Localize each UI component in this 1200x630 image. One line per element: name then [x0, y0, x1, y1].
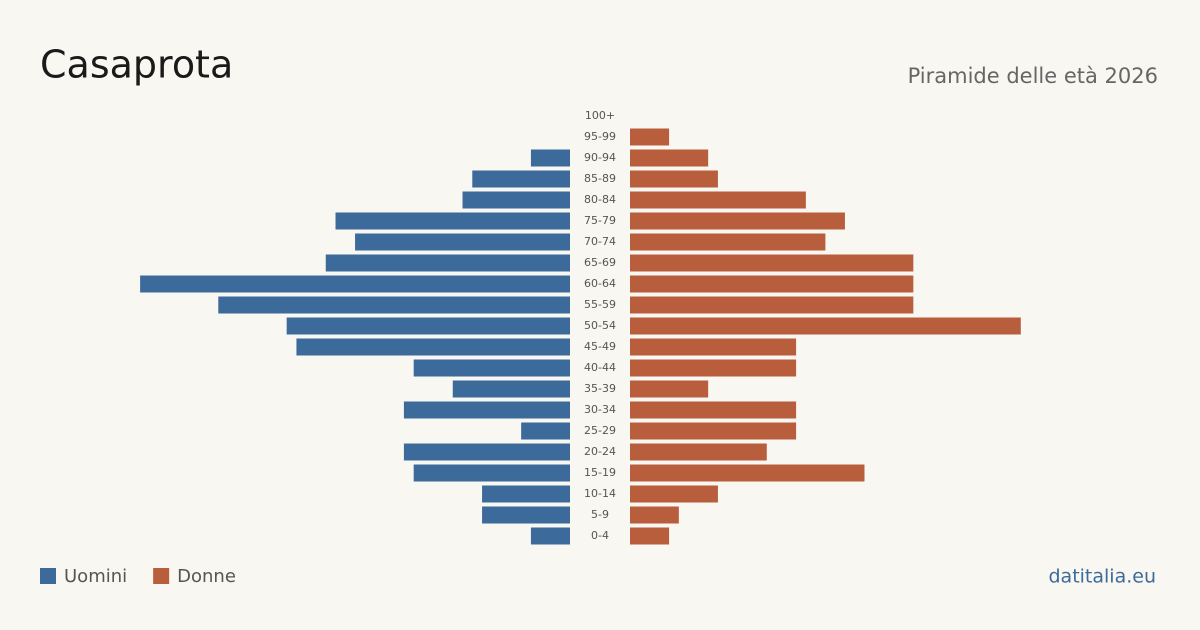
bar — [630, 128, 670, 146]
bar — [630, 212, 845, 230]
bar — [472, 170, 570, 188]
bar — [630, 506, 679, 524]
legend-swatch — [153, 568, 170, 584]
bar — [630, 170, 718, 188]
bar — [218, 296, 570, 314]
age-label: 90-94 — [584, 151, 616, 164]
bar — [452, 380, 570, 398]
bar — [630, 296, 914, 314]
bar — [630, 464, 865, 482]
bar — [413, 359, 570, 377]
bar — [296, 338, 570, 356]
bar — [630, 359, 797, 377]
age-label: 80-84 — [584, 193, 616, 206]
age-label: 20-24 — [584, 445, 616, 458]
bar — [630, 443, 767, 461]
age-label: 100+ — [585, 109, 615, 122]
age-label: 30-34 — [584, 403, 616, 416]
bar — [630, 317, 1021, 335]
bar — [630, 338, 797, 356]
age-label: 10-14 — [584, 487, 616, 500]
bar — [530, 527, 570, 545]
bar — [413, 464, 570, 482]
bar — [482, 485, 570, 503]
bar — [482, 506, 570, 524]
age-label: 15-19 — [584, 466, 616, 479]
age-label: 35-39 — [584, 382, 616, 395]
age-label: 85-89 — [584, 172, 616, 185]
bar — [325, 254, 570, 272]
bar — [462, 191, 570, 209]
age-label: 55-59 — [584, 298, 616, 311]
bar — [630, 233, 826, 251]
age-label: 5-9 — [591, 508, 609, 521]
age-label: 0-4 — [591, 529, 609, 542]
age-label: 60-64 — [584, 277, 616, 290]
age-label: 75-79 — [584, 214, 616, 227]
chart-title: Casaprota — [40, 43, 233, 87]
bar — [140, 275, 570, 293]
age-label: 45-49 — [584, 340, 616, 353]
bar — [355, 233, 570, 251]
age-label: 70-74 — [584, 235, 616, 248]
bar — [630, 422, 797, 440]
age-label: 50-54 — [584, 319, 616, 332]
age-label: 40-44 — [584, 361, 616, 374]
bar — [630, 485, 718, 503]
bar — [630, 275, 914, 293]
legend-swatch — [40, 568, 56, 584]
bar — [630, 254, 914, 272]
bar — [630, 149, 709, 167]
bar — [630, 191, 806, 209]
bar — [630, 380, 709, 398]
bar — [521, 422, 570, 440]
legend-label: Uomini — [64, 566, 127, 587]
legend-label: Donne — [177, 566, 236, 587]
bar — [403, 443, 570, 461]
age-label: 25-29 — [584, 424, 616, 437]
bar — [530, 149, 570, 167]
age-label: 95-99 — [584, 130, 616, 143]
chart-subtitle: Piramide delle età 2026 — [908, 64, 1158, 88]
bar — [630, 401, 797, 419]
bar — [286, 317, 570, 335]
age-label: 65-69 — [584, 256, 616, 269]
bar — [630, 527, 670, 545]
source[interactable]: datitalia.eu — [1049, 566, 1157, 588]
bar — [403, 401, 570, 419]
bar — [335, 212, 570, 230]
